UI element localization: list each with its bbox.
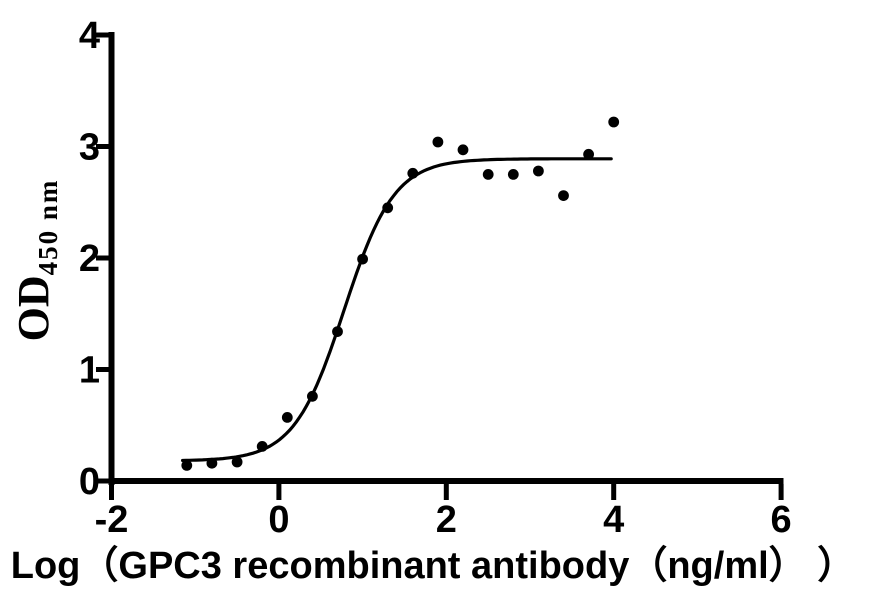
x-tick-label: 4 bbox=[603, 499, 624, 541]
x-axis-line bbox=[108, 478, 784, 484]
x-tick-label: -2 bbox=[95, 499, 129, 541]
data-point bbox=[407, 167, 419, 179]
y-axis-title: OD450 nm bbox=[9, 179, 63, 342]
data-point bbox=[231, 456, 243, 468]
y-axis-title-main: OD bbox=[9, 275, 58, 341]
data-point bbox=[307, 390, 318, 402]
y-tick bbox=[96, 144, 109, 149]
data-point bbox=[558, 190, 569, 202]
y-tick-label: 1 bbox=[79, 350, 100, 392]
fit-curve bbox=[181, 157, 613, 463]
data-point bbox=[583, 148, 594, 160]
x-tick-label: 2 bbox=[436, 499, 457, 541]
data-point bbox=[357, 253, 368, 265]
y-tick bbox=[96, 255, 109, 261]
data-point bbox=[256, 441, 268, 452]
data-point bbox=[432, 136, 444, 148]
data-point bbox=[382, 202, 394, 214]
data-point bbox=[181, 460, 193, 471]
data-point bbox=[206, 457, 218, 469]
x-tick bbox=[611, 484, 617, 500]
x-tick-label: 6 bbox=[771, 499, 792, 541]
y-tick-label: 4 bbox=[79, 15, 100, 57]
y-tick bbox=[96, 32, 109, 38]
x-tick-label: 0 bbox=[268, 499, 289, 541]
x-tick bbox=[778, 484, 784, 500]
y-tick-label: 3 bbox=[79, 127, 100, 169]
y-tick-label: 2 bbox=[79, 238, 100, 280]
x-tick bbox=[443, 484, 449, 500]
data-point bbox=[507, 169, 519, 180]
data-point bbox=[482, 169, 494, 180]
x-tick bbox=[109, 484, 114, 500]
y-tick bbox=[96, 478, 109, 484]
x-tick bbox=[276, 484, 282, 500]
y-tick bbox=[96, 367, 109, 372]
data-point bbox=[281, 412, 293, 423]
y-tick-label: 0 bbox=[79, 461, 100, 503]
x-axis-title: Log（GPC3 recombinant antibody（ng/ml） ） bbox=[11, 545, 855, 587]
data-point bbox=[457, 144, 469, 156]
y-axis-title-subscript: 450 nm bbox=[33, 179, 63, 276]
y-axis-line bbox=[108, 32, 115, 485]
data-point bbox=[332, 326, 343, 337]
axis-ticks bbox=[96, 32, 784, 500]
data-point bbox=[533, 165, 544, 177]
plot-area bbox=[181, 116, 620, 471]
data-point bbox=[608, 116, 620, 128]
